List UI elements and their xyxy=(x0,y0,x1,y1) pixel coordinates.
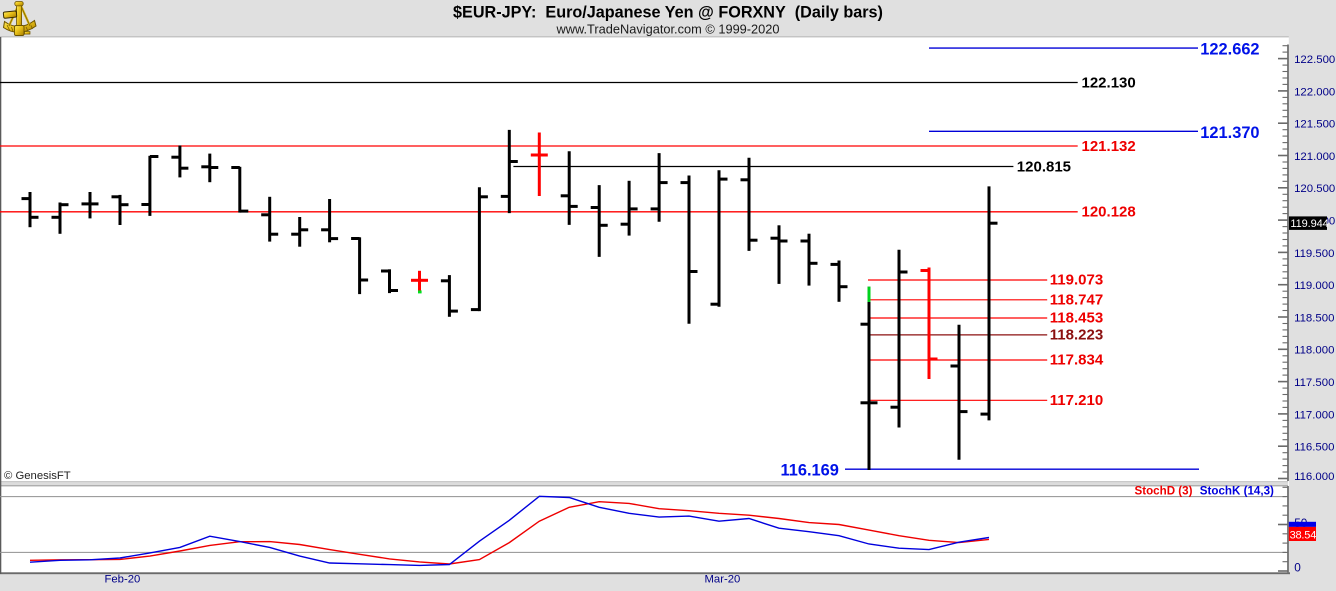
svg-text:118.223: 118.223 xyxy=(1050,327,1103,344)
svg-text:StochK (14,3): StochK (14,3) xyxy=(1200,484,1274,497)
svg-text:118.000: 118.000 xyxy=(1294,345,1334,357)
svg-text:120.815: 120.815 xyxy=(1017,158,1071,175)
svg-text:119.944: 119.944 xyxy=(1290,218,1328,230)
svg-text:0: 0 xyxy=(1294,561,1301,575)
svg-text:117.000: 117.000 xyxy=(1294,409,1334,421)
svg-text:116.000: 116.000 xyxy=(1294,471,1334,483)
svg-text:121.000: 121.000 xyxy=(1294,151,1335,163)
svg-text:117.834: 117.834 xyxy=(1050,352,1104,369)
svg-text:116.500: 116.500 xyxy=(1294,442,1334,454)
svg-text:116.169: 116.169 xyxy=(781,462,839,480)
svg-text:117.500: 117.500 xyxy=(1294,377,1334,389)
svg-text:121.500: 121.500 xyxy=(1294,119,1335,131)
svg-text:© GenesisFT: © GenesisFT xyxy=(4,470,71,482)
svg-text:120.500: 120.500 xyxy=(1294,183,1335,195)
svg-text:121.370: 121.370 xyxy=(1200,124,1259,142)
svg-text:122.000: 122.000 xyxy=(1294,86,1335,98)
svg-text:117.210: 117.210 xyxy=(1050,392,1103,409)
svg-text:122.500: 122.500 xyxy=(1294,54,1335,66)
svg-text:120.128: 120.128 xyxy=(1082,204,1136,221)
svg-text:www.TradeNavigator.com © 1999-: www.TradeNavigator.com © 1999-2020 xyxy=(555,22,779,37)
svg-text:118.500: 118.500 xyxy=(1294,312,1334,324)
svg-text:$EUR-JPY: Euro/Japanese Yen @: $EUR-JPY: Euro/Japanese Yen @ FORXNY (Da… xyxy=(453,3,883,21)
svg-text:38.54: 38.54 xyxy=(1290,529,1317,541)
svg-text:119.073: 119.073 xyxy=(1050,272,1103,289)
svg-text:119.500: 119.500 xyxy=(1294,248,1334,260)
svg-text:Mar-20: Mar-20 xyxy=(705,574,741,586)
svg-text:118.747: 118.747 xyxy=(1050,292,1103,309)
svg-text:118.453: 118.453 xyxy=(1050,310,1103,327)
svg-text:122.130: 122.130 xyxy=(1082,74,1136,91)
svg-text:121.132: 121.132 xyxy=(1082,138,1136,155)
svg-text:122.662: 122.662 xyxy=(1200,41,1259,59)
svg-text:StochD (3): StochD (3) xyxy=(1135,484,1193,497)
svg-text:Feb-20: Feb-20 xyxy=(105,574,141,586)
svg-text:119.000: 119.000 xyxy=(1294,280,1334,292)
